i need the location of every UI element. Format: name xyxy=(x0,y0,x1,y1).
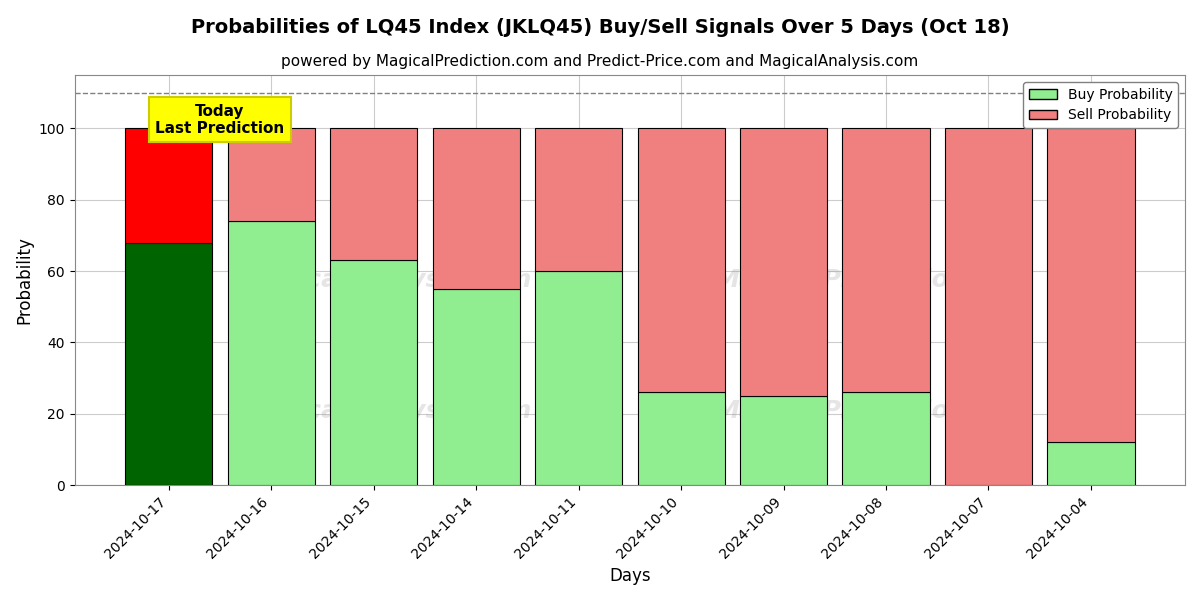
Bar xyxy=(432,289,520,485)
Bar xyxy=(125,128,212,242)
Text: MagicalAnalysis.com: MagicalAnalysis.com xyxy=(239,268,533,292)
Legend: Buy Probability, Sell Probability: Buy Probability, Sell Probability xyxy=(1024,82,1178,128)
Bar xyxy=(740,396,827,485)
Y-axis label: Probability: Probability xyxy=(16,236,34,324)
X-axis label: Days: Days xyxy=(610,567,650,585)
Bar xyxy=(125,242,212,485)
Text: MagicalAnalysis.com: MagicalAnalysis.com xyxy=(239,400,533,424)
Text: powered by MagicalPrediction.com and Predict-Price.com and MagicalAnalysis.com: powered by MagicalPrediction.com and Pre… xyxy=(281,54,919,69)
Bar xyxy=(228,221,314,485)
Text: Today
Last Prediction: Today Last Prediction xyxy=(155,104,284,136)
Bar xyxy=(842,128,930,392)
Bar xyxy=(637,392,725,485)
Bar xyxy=(330,128,418,260)
Bar xyxy=(535,271,622,485)
Bar xyxy=(637,128,725,392)
Bar xyxy=(228,128,314,221)
Bar xyxy=(330,260,418,485)
Bar xyxy=(1048,442,1134,485)
Text: Probabilities of LQ45 Index (JKLQ45) Buy/Sell Signals Over 5 Days (Oct 18): Probabilities of LQ45 Index (JKLQ45) Buy… xyxy=(191,18,1009,37)
Bar xyxy=(944,128,1032,485)
Bar xyxy=(740,128,827,396)
Text: MagicalPrediction.com: MagicalPrediction.com xyxy=(714,400,1034,424)
Bar xyxy=(1048,128,1134,442)
Bar xyxy=(842,392,930,485)
Bar xyxy=(535,128,622,271)
Bar xyxy=(432,128,520,289)
Text: MagicalPrediction.com: MagicalPrediction.com xyxy=(714,268,1034,292)
